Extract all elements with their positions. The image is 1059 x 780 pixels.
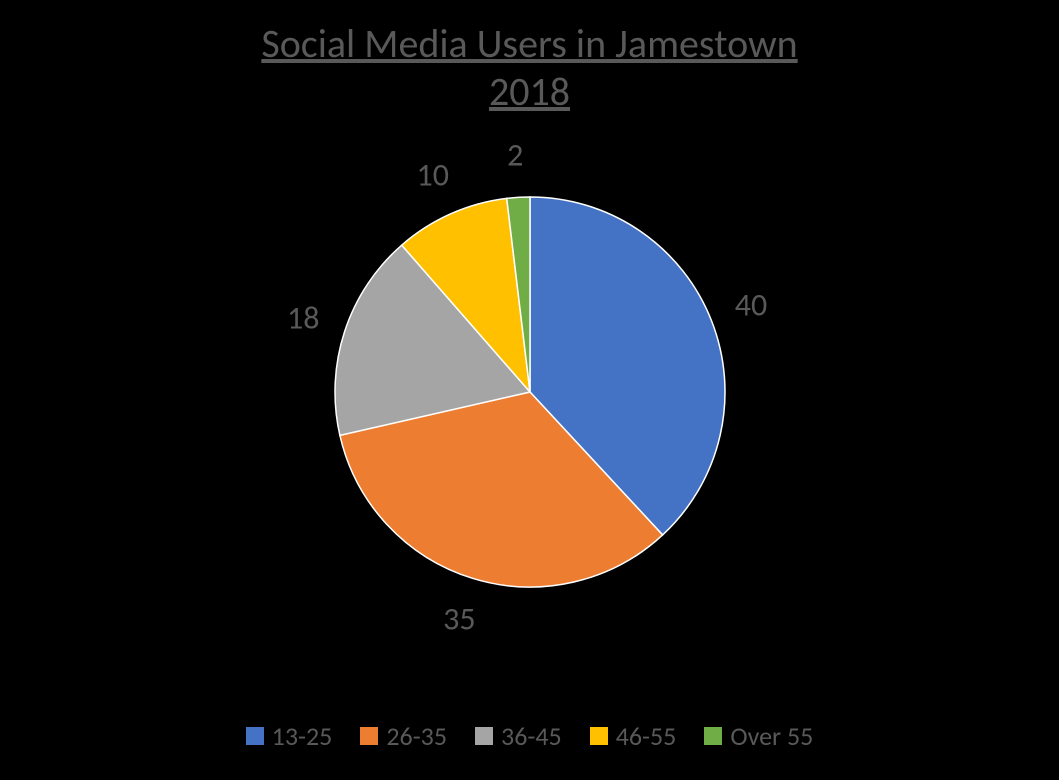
legend-swatch [590,727,608,745]
legend-item: Over 55 [704,720,813,752]
legend-swatch [360,727,378,745]
legend-swatch [475,727,493,745]
legend-label: 13-25 [272,720,333,752]
legend-item: 36-45 [475,720,562,752]
legend: 13-25 26-35 36-45 46-55 Over 55 [0,720,1059,752]
chart-title: Social Media Users in Jamestown 2018 [0,20,1059,116]
legend-item: 26-35 [360,720,447,752]
data-label: 18 [287,299,319,338]
data-label: 35 [443,600,475,639]
pie-chart [333,195,727,589]
data-label: 10 [417,155,449,194]
legend-label: 46-55 [616,720,677,752]
legend-swatch [704,727,722,745]
chart-title-line2: 2018 [489,67,570,116]
chart-title-line1: Social Media Users in Jamestown [261,19,797,68]
legend-item: 13-25 [246,720,333,752]
legend-item: 46-55 [590,720,677,752]
data-label: 40 [735,286,767,325]
legend-label: 36-45 [501,720,562,752]
legend-swatch [246,727,264,745]
legend-label: Over 55 [730,720,813,752]
legend-label: 26-35 [386,720,447,752]
data-label: 2 [507,135,523,174]
chart-container: Social Media Users in Jamestown 2018 13-… [0,0,1059,780]
pie-svg [333,195,727,589]
